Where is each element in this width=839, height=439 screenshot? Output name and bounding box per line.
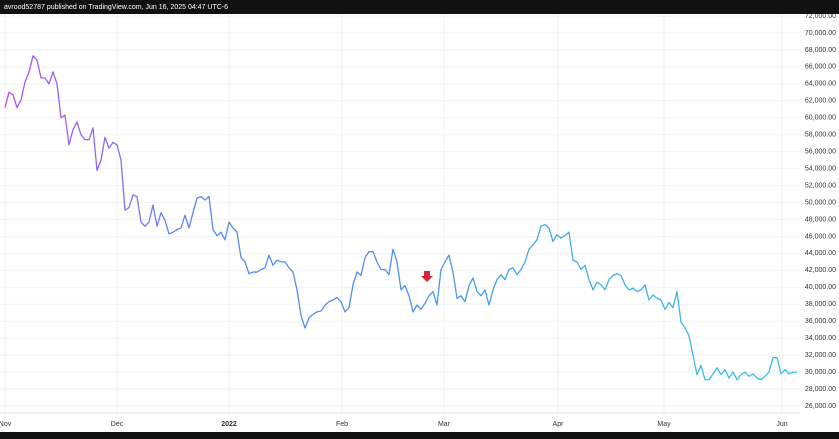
x-tick-label: Mar [438, 421, 451, 428]
y-tick-label: 44,000.00 [805, 250, 836, 257]
y-tick-label: 38,000.00 [805, 301, 836, 308]
y-tick-label: 30,000.00 [805, 369, 836, 376]
y-tick-label: 50,000.00 [805, 199, 836, 206]
x-tick-label: Dec [111, 421, 124, 428]
y-tick-label: 68,000.00 [805, 47, 836, 54]
y-tick-label: 28,000.00 [805, 386, 836, 393]
y-tick-label: 64,000.00 [805, 81, 836, 88]
y-tick-label: 32,000.00 [805, 352, 836, 359]
signal-arrow [421, 271, 433, 282]
header-bar [0, 0, 839, 14]
x-tick-label: May [657, 421, 671, 428]
y-tick-label: 42,000.00 [805, 267, 836, 274]
y-tick-label: 72,000.00 [805, 13, 836, 20]
y-tick-label: 70,000.00 [805, 30, 836, 37]
x-tick-label: Jun [776, 421, 787, 428]
y-tick-label: 40,000.00 [805, 284, 836, 291]
y-tick-label: 48,000.00 [805, 216, 836, 223]
y-tick-label: 46,000.00 [805, 233, 836, 240]
y-tick-label: 54,000.00 [805, 165, 836, 172]
x-tick-label: Nov [0, 421, 12, 428]
y-tick-label: 56,000.00 [805, 148, 836, 155]
footer-bar [0, 432, 839, 439]
y-tick-label: 58,000.00 [805, 132, 836, 139]
y-tick-label: 26,000.00 [805, 403, 836, 410]
y-tick-label: 60,000.00 [805, 115, 836, 122]
plot [4, 55, 797, 381]
header-text: avrood52787 published on TradingView.com… [4, 4, 228, 11]
y-tick-label: 52,000.00 [805, 182, 836, 189]
price-line [4, 55, 797, 381]
y-tick-label: 36,000.00 [805, 318, 836, 325]
y-tick-label: 66,000.00 [805, 64, 836, 71]
x-tick-label: 2022 [221, 421, 237, 428]
grid [0, 14, 800, 413]
y-tick-label: 62,000.00 [805, 98, 836, 105]
y-tick-label: 34,000.00 [805, 335, 836, 342]
x-tick-label: Apr [553, 421, 565, 428]
x-tick-label: Feb [336, 421, 348, 428]
